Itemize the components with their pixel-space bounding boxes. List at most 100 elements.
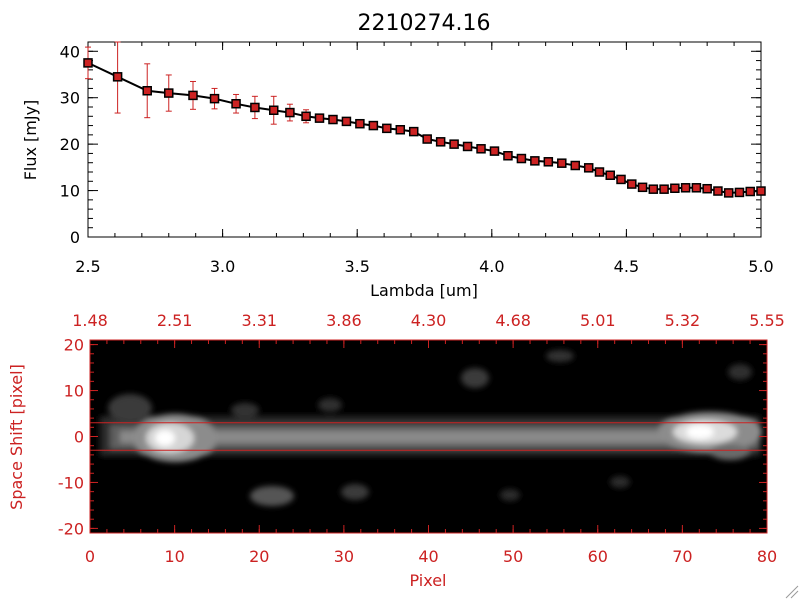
pixel-tick-label: 0 — [85, 547, 95, 566]
data-point — [83, 58, 93, 68]
figure-title: 2210274.16 — [358, 11, 491, 36]
shift-tick-label: 10 — [64, 382, 84, 401]
data-point — [395, 125, 406, 135]
noise-patch — [341, 484, 369, 500]
data-point — [570, 160, 581, 171]
data-point — [627, 179, 637, 189]
data-point — [557, 158, 567, 168]
wavelength-tick-label: 5.01 — [580, 311, 616, 330]
data-point — [543, 157, 554, 167]
pixel-tick-label: 70 — [672, 547, 692, 566]
right-blob-peak — [686, 425, 714, 439]
spectrum-xlabel: Lambda [um] — [370, 281, 478, 300]
data-point — [209, 93, 220, 104]
data-point — [680, 183, 691, 193]
x-tick-label: 5.0 — [748, 257, 773, 276]
data-point — [435, 137, 446, 147]
data-point — [516, 153, 527, 164]
y-tick-label: 10 — [60, 182, 80, 201]
y-tick-label: 0 — [70, 228, 80, 247]
trace-core — [120, 431, 680, 443]
data-point — [355, 118, 365, 129]
y-tick-label: 40 — [60, 42, 80, 61]
data-point — [164, 88, 174, 98]
data-point — [314, 113, 325, 123]
spectral-image-axis-ticks: 0 10 20 30 40 50 60 70 80 1.48 2.51 3.31 3.86 4.30 4.6… — [58, 311, 785, 566]
wavelength-tick-label: 5.32 — [665, 311, 701, 330]
data-point — [301, 111, 311, 122]
pixel-tick-label: 10 — [164, 547, 184, 566]
data-point — [328, 114, 338, 125]
x-tick-label: 4.0 — [479, 257, 504, 276]
data-point — [713, 186, 723, 196]
noise-patch — [250, 486, 294, 506]
data-point — [489, 146, 500, 156]
shift-tick-label: -20 — [58, 519, 84, 538]
spectrum-axis-ticks: 2.5 3.0 3.5 4.0 4.5 5.0 0 10 20 30 40 — [60, 41, 774, 276]
shift-tick-label: 20 — [64, 336, 84, 355]
data-point — [530, 156, 540, 166]
data-point — [583, 163, 594, 173]
pixel-tick-label: 50 — [503, 547, 523, 566]
data-point — [250, 102, 260, 113]
data-point — [670, 183, 680, 193]
data-point — [745, 186, 755, 197]
wavelength-tick-label: 1.48 — [72, 311, 108, 330]
noise-patch — [728, 364, 752, 380]
data-point — [637, 182, 648, 193]
data-point — [723, 188, 734, 198]
right-blob-tail — [710, 444, 750, 460]
data-point — [112, 72, 123, 82]
data-point — [594, 167, 605, 177]
data-point — [616, 174, 626, 185]
wavelength-tick-label: 5.55 — [749, 311, 785, 330]
noise-patch — [610, 476, 630, 488]
data-point — [449, 139, 459, 149]
noise-patch — [108, 394, 152, 422]
noise-patch — [461, 368, 489, 388]
pixel-tick-label: 20 — [249, 547, 269, 566]
data-point — [231, 99, 241, 109]
data-point — [605, 170, 615, 180]
shift-tick-label: -10 — [58, 473, 84, 492]
spectrum-points — [83, 58, 766, 198]
data-point — [503, 151, 513, 161]
x-tick-label: 3.0 — [210, 257, 235, 276]
data-point — [756, 186, 766, 196]
data-point — [476, 144, 486, 154]
data-point — [659, 184, 669, 194]
x-tick-label: 4.5 — [614, 257, 639, 276]
pixel-tick-label: 40 — [418, 547, 438, 566]
data-point — [734, 187, 745, 198]
noise-patch — [546, 350, 574, 362]
wavelength-tick-label: 3.86 — [326, 311, 362, 330]
pixel-tick-label: 80 — [757, 547, 777, 566]
x-tick-label: 2.5 — [75, 257, 100, 276]
data-point — [691, 183, 702, 193]
noise-patch — [318, 398, 342, 412]
data-point — [702, 183, 712, 194]
data-point — [268, 105, 279, 115]
data-point — [382, 123, 392, 134]
pixel-tick-label: 30 — [334, 547, 354, 566]
wavelength-tick-label: 4.68 — [495, 311, 531, 330]
spectrum-line — [87, 61, 762, 194]
data-point — [462, 141, 473, 152]
shift-tick-label: 0 — [74, 428, 84, 447]
spectral-image-ylabel: Space Shift [pixel] — [7, 364, 26, 510]
resize-grip-icon[interactable] — [785, 585, 799, 599]
wavelength-tick-label: 4.30 — [411, 311, 447, 330]
wavelength-tick-label: 2.51 — [157, 311, 193, 330]
data-point — [408, 126, 419, 137]
y-tick-label: 20 — [60, 135, 80, 154]
wavelength-tick-label: 3.31 — [241, 311, 277, 330]
spectrum-ylabel: Flux [mJy] — [21, 100, 40, 181]
spectrum-error-bars — [85, 41, 764, 196]
data-point — [285, 107, 295, 118]
noise-patch — [231, 403, 259, 417]
left-blob-peak — [155, 430, 175, 446]
spectral-image-plot: 0 10 20 30 40 50 60 70 80 1.48 2.51 3.31 3.86 4.30 4.6… — [7, 311, 785, 590]
y-tick-label: 30 — [60, 89, 80, 108]
